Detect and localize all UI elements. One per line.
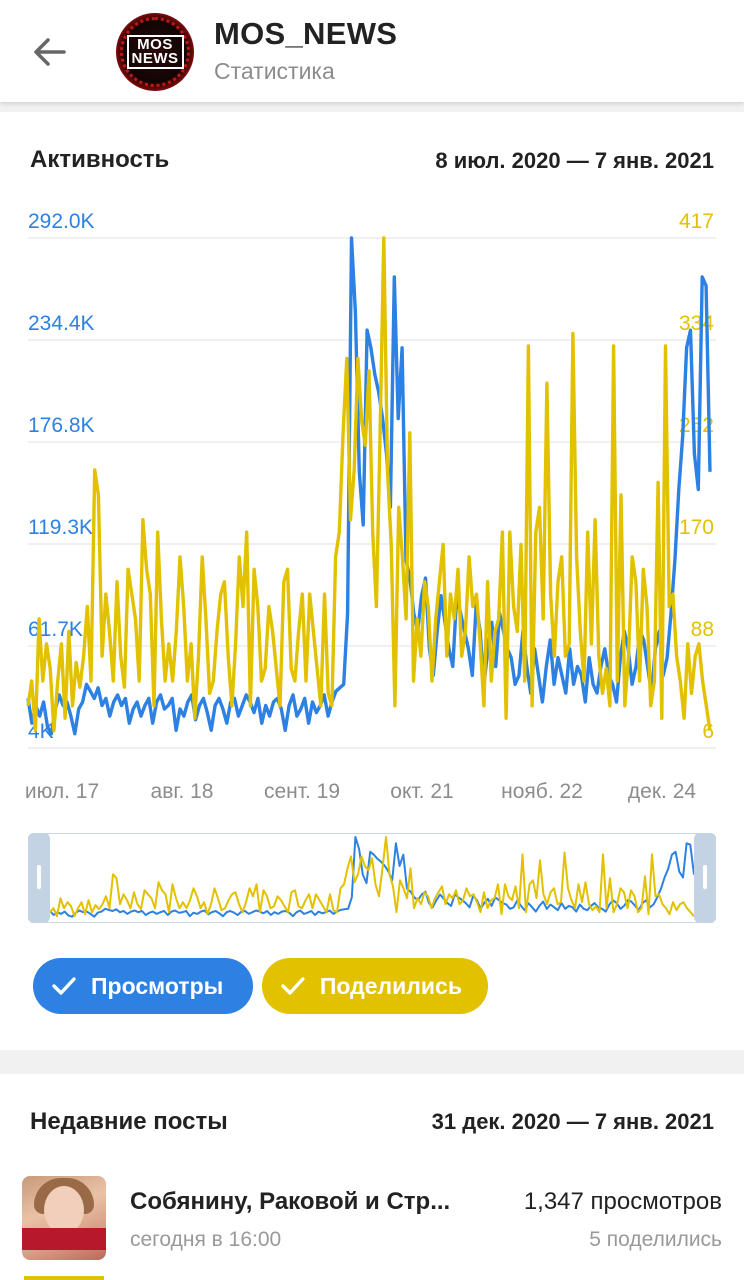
navigator-shares-line bbox=[49, 836, 695, 918]
views-series-line bbox=[26, 236, 712, 736]
post-list-item[interactable]: Собянину, Раковой и Стр... сегодня в 16:… bbox=[0, 1170, 744, 1270]
toggle-views-button[interactable]: Просмотры bbox=[33, 958, 253, 1014]
channel-avatar: MOS NEWS bbox=[116, 13, 194, 91]
post-time: сегодня в 16:00 bbox=[130, 1228, 282, 1251]
left-axis-tick-label: 119.3K bbox=[28, 516, 93, 539]
channel-title: MOS_NEWS bbox=[214, 16, 398, 51]
post-views: 1,347 просмотров bbox=[523, 1188, 722, 1215]
chart-range-navigator[interactable] bbox=[28, 833, 716, 923]
navigator-views-line bbox=[49, 836, 695, 918]
check-icon bbox=[281, 977, 305, 995]
recent-posts-date-range[interactable]: 31 дек. 2020 — 7 янв. 2021 bbox=[431, 1109, 714, 1134]
post-title: Собянину, Раковой и Стр... bbox=[130, 1188, 451, 1215]
toggle-shares-label: Поделились bbox=[319, 972, 462, 999]
x-axis-tick-label: нояб. 22 bbox=[501, 780, 583, 803]
left-axis-tick-label: 176.8K bbox=[28, 414, 95, 437]
app-header: MOS NEWS MOS_NEWS Статистика bbox=[0, 0, 744, 102]
left-axis-tick-label: 292.0K bbox=[28, 210, 95, 233]
navigator-left-grip bbox=[37, 865, 41, 889]
activity-date-range[interactable]: 8 июл. 2020 — 7 янв. 2021 bbox=[435, 148, 714, 173]
x-axis-tick-label: дек. 24 bbox=[628, 780, 696, 803]
next-post-thumbnail-edge bbox=[24, 1276, 104, 1280]
right-axis-tick-label: 417 bbox=[679, 210, 714, 233]
post-shares: 5 поделились bbox=[589, 1228, 722, 1251]
post-thumbnail bbox=[22, 1176, 106, 1260]
activity-title: Активность bbox=[30, 146, 170, 173]
left-axis-tick-label: 61.7K bbox=[28, 618, 83, 641]
right-axis-tick-label: 252 bbox=[679, 414, 714, 437]
back-arrow-icon[interactable] bbox=[28, 30, 72, 74]
x-axis-tick-label: июл. 17 bbox=[25, 780, 99, 803]
right-axis-tick-label: 88 bbox=[691, 618, 714, 641]
toggle-shares-button[interactable]: Поделились bbox=[262, 958, 488, 1014]
right-axis-tick-label: 334 bbox=[679, 312, 714, 335]
x-axis-tick-label: окт. 21 bbox=[390, 780, 453, 803]
section-divider bbox=[0, 1050, 744, 1074]
check-icon bbox=[52, 977, 76, 995]
right-axis-tick-label: 170 bbox=[679, 516, 714, 539]
x-axis-tick-label: сент. 19 bbox=[264, 780, 340, 803]
right-axis-tick-label: 6 bbox=[702, 720, 714, 743]
section-divider bbox=[0, 102, 744, 112]
toggle-views-label: Просмотры bbox=[91, 972, 224, 999]
x-axis-tick-label: авг. 18 bbox=[151, 780, 214, 803]
navigator-right-grip bbox=[703, 865, 707, 889]
page-subtitle: Статистика bbox=[214, 58, 335, 84]
recent-posts-title: Недавние посты bbox=[30, 1108, 228, 1135]
navigator-frame bbox=[28, 833, 716, 923]
left-axis-tick-label: 234.4K bbox=[28, 312, 95, 335]
shares-series-line bbox=[26, 236, 712, 733]
